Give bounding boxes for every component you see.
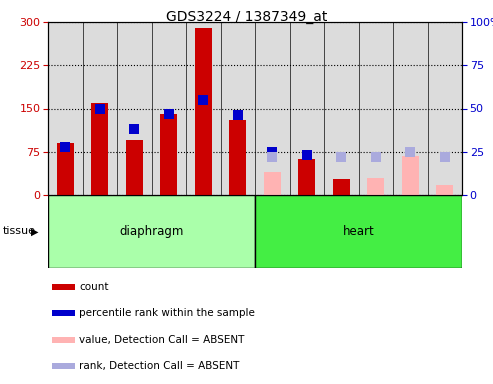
Point (268, 154, 276, 160)
Text: heart: heart (343, 225, 374, 238)
Bar (151, 22, 186, 195)
Bar (358, 22, 393, 195)
Text: count: count (79, 282, 108, 292)
Bar (264, 172, 281, 195)
Bar (358, 195, 393, 243)
Bar (186, 195, 220, 243)
Bar (289, 22, 324, 195)
Bar (195, 28, 212, 195)
Text: GSM160097: GSM160097 (337, 197, 346, 252)
Bar (255, 195, 289, 243)
Text: GSM160094: GSM160094 (233, 197, 242, 252)
Bar (393, 195, 427, 243)
Bar (255, 22, 289, 195)
Text: GSM160100: GSM160100 (440, 197, 449, 252)
Bar (298, 159, 316, 195)
Bar (333, 179, 350, 195)
Text: rank, Detection Call = ABSENT: rank, Detection Call = ABSENT (79, 361, 240, 371)
Point (406, 149, 414, 155)
Text: GDS3224 / 1387349_at: GDS3224 / 1387349_at (166, 10, 327, 23)
Point (337, 154, 345, 160)
Point (303, 152, 311, 158)
Text: GSM160093: GSM160093 (199, 197, 208, 252)
Text: tissue: tissue (2, 227, 35, 237)
Bar (402, 156, 419, 195)
Bar (52, 311, 75, 316)
Bar (52, 284, 75, 290)
Bar (48, 195, 82, 243)
Text: ▶: ▶ (31, 227, 38, 237)
Text: GSM160096: GSM160096 (302, 197, 311, 252)
Bar (186, 22, 220, 195)
Text: value, Detection Call = ABSENT: value, Detection Call = ABSENT (79, 335, 245, 345)
Bar (427, 195, 462, 243)
Bar (367, 178, 385, 195)
Bar (427, 22, 462, 195)
Point (199, 97, 207, 103)
Text: GSM160099: GSM160099 (406, 197, 415, 252)
Point (61, 144, 69, 150)
Bar (117, 22, 151, 195)
Bar (324, 22, 358, 195)
Text: GSM160089: GSM160089 (61, 197, 70, 252)
Point (441, 154, 449, 160)
Point (337, 154, 345, 160)
Point (406, 149, 414, 155)
Text: GSM160092: GSM160092 (164, 197, 173, 252)
Bar (126, 140, 143, 195)
Bar (52, 364, 75, 369)
Point (372, 154, 380, 160)
Bar (229, 120, 246, 195)
Bar (57, 143, 74, 195)
Bar (160, 114, 177, 195)
Point (268, 149, 276, 155)
Point (130, 126, 138, 132)
Bar (220, 22, 255, 195)
Bar (289, 195, 324, 243)
Bar (117, 195, 151, 243)
Point (234, 113, 242, 119)
Text: GSM160098: GSM160098 (371, 197, 380, 252)
Bar (220, 195, 255, 243)
Point (96, 106, 104, 112)
Bar (91, 103, 108, 195)
Bar (324, 195, 358, 243)
Text: GSM160091: GSM160091 (130, 197, 139, 252)
Text: percentile rank within the sample: percentile rank within the sample (79, 308, 255, 318)
Bar (52, 337, 75, 343)
Bar (151, 195, 186, 243)
Bar (393, 22, 427, 195)
Bar (82, 22, 117, 195)
Bar (82, 195, 117, 243)
Text: GSM160095: GSM160095 (268, 197, 277, 252)
Point (165, 111, 173, 117)
Bar (255, 195, 462, 268)
Text: diaphragm: diaphragm (119, 225, 184, 238)
Text: GSM160090: GSM160090 (95, 197, 104, 252)
Bar (48, 22, 82, 195)
Bar (48, 195, 255, 268)
Bar (436, 185, 454, 195)
